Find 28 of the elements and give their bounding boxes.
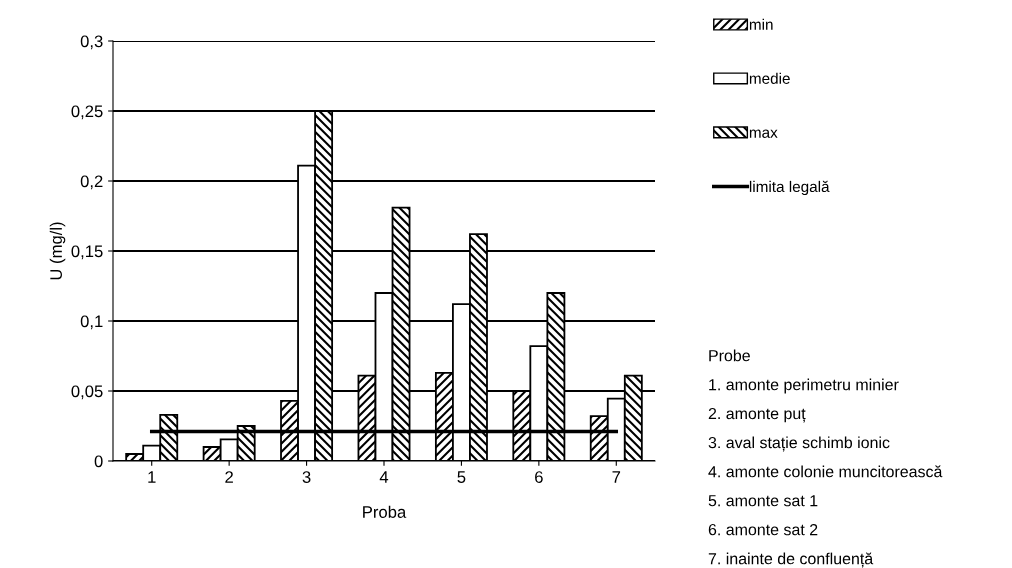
y-tick-label: 0 [94, 455, 103, 468]
y-tick-label: 0,05 [71, 385, 103, 400]
x-axis-title: Proba [363, 505, 407, 518]
x-tick-label: 3 [302, 471, 311, 483]
y-tick-label: 0,25 [71, 105, 103, 120]
text: 1. amonte perimetru minier [709, 378, 899, 394]
y-tick-label: 0,1 [80, 315, 103, 330]
legend-label: max [749, 129, 778, 138]
text: 3. aval stație schimb ionic [708, 436, 890, 452]
text: 5. amonte sat 1 [708, 495, 818, 507]
x-tick-label: 2 [225, 471, 233, 483]
x-tick-label: 1 [148, 471, 156, 483]
legend-label: min [749, 18, 773, 30]
y-tick-label: 0,15 [71, 245, 103, 260]
text: 7. inainte de confluență [708, 552, 874, 568]
legend-label: medie [749, 72, 790, 84]
text: Probe [709, 349, 750, 362]
text: 2. amonte puț [708, 407, 806, 423]
x-tick-label: 6 [535, 471, 543, 483]
legend-label: limita legală [749, 180, 830, 196]
x-tick-label: 5 [457, 471, 466, 483]
text: 6. amonte sat 2 [708, 523, 818, 536]
text: 4. amonte colonie muncitorească [708, 465, 943, 478]
y-axis-title: U (mg/l) [49, 222, 66, 280]
y-tick-label: 0,3 [80, 35, 103, 50]
x-tick-label: 4 [379, 471, 389, 483]
x-tick-label: 7 [612, 471, 621, 483]
y-tick-label: 0,2 [80, 175, 103, 190]
